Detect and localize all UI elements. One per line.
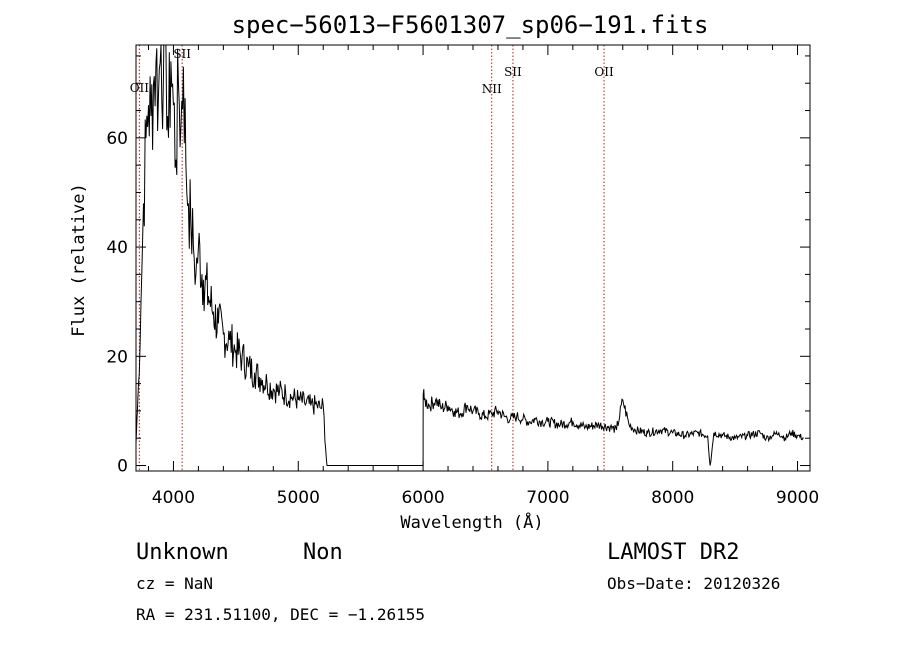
x-axis-ticks: 4000 5000 6000 7000 8000 9000	[147, 45, 819, 508]
x-tick-label-4000: 4000	[152, 488, 195, 508]
marker-oii-label: OII	[594, 65, 614, 79]
y-axis-label: Flux (relative)	[69, 183, 89, 337]
marker-sii-label: SII	[173, 47, 191, 61]
survey-label: LAMOST DR2	[607, 540, 739, 565]
y-tick-label-20: 20	[106, 347, 128, 367]
obs-date-label: Obs−Date: 20120326	[607, 574, 780, 593]
x-tick-label-9000: 9000	[776, 488, 819, 508]
subclass-label: Non	[303, 540, 343, 565]
plot-frame	[135, 44, 811, 472]
x-tick-label-7000: 7000	[526, 488, 569, 508]
marker-oii-label: OII	[130, 81, 150, 95]
y-tick-label-40: 40	[106, 238, 128, 258]
cz-label: cz = NaN	[136, 574, 213, 593]
x-tick-label-6000: 6000	[401, 488, 444, 508]
y-axis-ticks: 0 20 40 60	[106, 55, 810, 477]
chart-title: spec−56013−F5601307_sp06−191.fits	[232, 11, 709, 39]
marker-sii-label: SII	[504, 65, 522, 79]
x-tick-label-8000: 8000	[651, 488, 694, 508]
x-axis-label: Wavelength (Å)	[400, 511, 543, 533]
spectrum-line	[136, 45, 805, 466]
y-tick-label-0: 0	[117, 457, 128, 477]
class-label: Unknown	[136, 540, 229, 565]
coords-label: RA = 231.51100, DEC = −1.26155	[136, 605, 425, 624]
x-tick-label-5000: 5000	[277, 488, 320, 508]
y-tick-label-60: 60	[106, 129, 128, 149]
marker-nii-label: NII	[482, 82, 502, 96]
